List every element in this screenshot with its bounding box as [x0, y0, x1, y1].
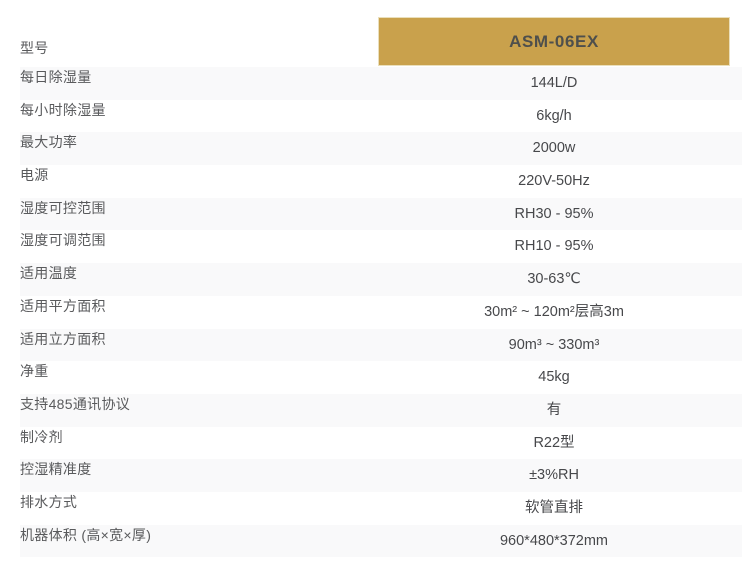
table-row: 制冷剂 R22型 — [20, 426, 742, 460]
spec-label: 每小时除湿量 — [20, 101, 106, 118]
table-row: 每小时除湿量 6kg/h — [20, 99, 742, 133]
spec-label: 每日除湿量 — [20, 69, 92, 85]
spec-label: 适用温度 — [20, 265, 78, 282]
table-row: 最大功率 2000w — [20, 132, 742, 166]
spec-label: 湿度可控范围 — [20, 199, 106, 216]
table-row: 湿度可调范围 RH10 - 95% — [20, 230, 742, 264]
spec-value: 30m² ~ 120m²层高3m — [484, 303, 624, 320]
table-row: 控湿精准度 ±3%RH — [20, 459, 742, 492]
spec-value: 2000w — [532, 140, 576, 157]
spec-value: RH10 - 95% — [514, 238, 594, 255]
spec-label: 控湿精准度 — [20, 461, 92, 478]
product-spec-table: 型号 ASM-06EX 每日除湿量 144L/D 每小时除湿量 6kg/h 最大… — [20, 12, 742, 558]
table-row: 支持485通讯协议 有 — [20, 393, 742, 427]
spec-value: R22型 — [533, 434, 575, 451]
spec-value: 144L/D — [530, 75, 578, 91]
spec-value: 45kg — [538, 369, 570, 386]
spec-value: 960*480*372mm — [499, 532, 609, 549]
spec-value: 6kg/h — [536, 107, 572, 124]
spec-label: 湿度可调范围 — [20, 232, 106, 249]
spec-label: 电源 — [20, 167, 49, 184]
spec-value: 220V-50Hz — [518, 173, 590, 190]
spec-label: 排水方式 — [20, 493, 78, 510]
table-row: 适用温度 30-63℃ — [20, 263, 742, 296]
table-row: 每日除湿量 144L/D — [20, 67, 742, 100]
spec-label: 适用立方面积 — [20, 330, 106, 347]
model-badge-cell: ASM-06EX — [378, 12, 730, 67]
table-row: 电源 220V-50Hz — [20, 165, 742, 198]
spec-value: 30-63℃ — [527, 271, 581, 288]
table-row: 净重 45kg — [20, 361, 742, 394]
table-row: 适用立方面积 90m³ ~ 330m³ — [20, 328, 742, 362]
spec-value: 有 — [546, 401, 562, 418]
spec-label: 适用平方面积 — [20, 297, 106, 314]
spec-value: 软管直排 — [525, 499, 583, 516]
spec-label: 机器体积 (高×宽×厚) — [20, 526, 152, 543]
spec-label: 净重 — [20, 363, 49, 380]
table-row: 湿度可控范围 RH30 - 95% — [20, 197, 742, 231]
table-row: 适用平方面积 30m² ~ 120m²层高3m — [20, 295, 742, 329]
spec-label-model: 型号 — [20, 40, 49, 56]
spec-value: ±3%RH — [529, 467, 579, 484]
table-row: 排水方式 软管直排 — [20, 491, 742, 525]
spec-label: 制冷剂 — [20, 428, 63, 445]
spec-value: RH30 - 95% — [514, 205, 594, 222]
table-row: 机器体积 (高×宽×厚) 960*480*372mm — [20, 524, 742, 558]
spec-label: 最大功率 — [20, 134, 78, 151]
model-badge: ASM-06EX — [378, 17, 730, 66]
spec-label: 支持485通讯协议 — [20, 395, 131, 412]
spec-value: 90m³ ~ 330m³ — [508, 336, 600, 353]
table-row-model: 型号 ASM-06EX — [20, 12, 742, 67]
spec-rows: 每日除湿量 144L/D 每小时除湿量 6kg/h 最大功率 2000w 电源 … — [20, 67, 742, 558]
